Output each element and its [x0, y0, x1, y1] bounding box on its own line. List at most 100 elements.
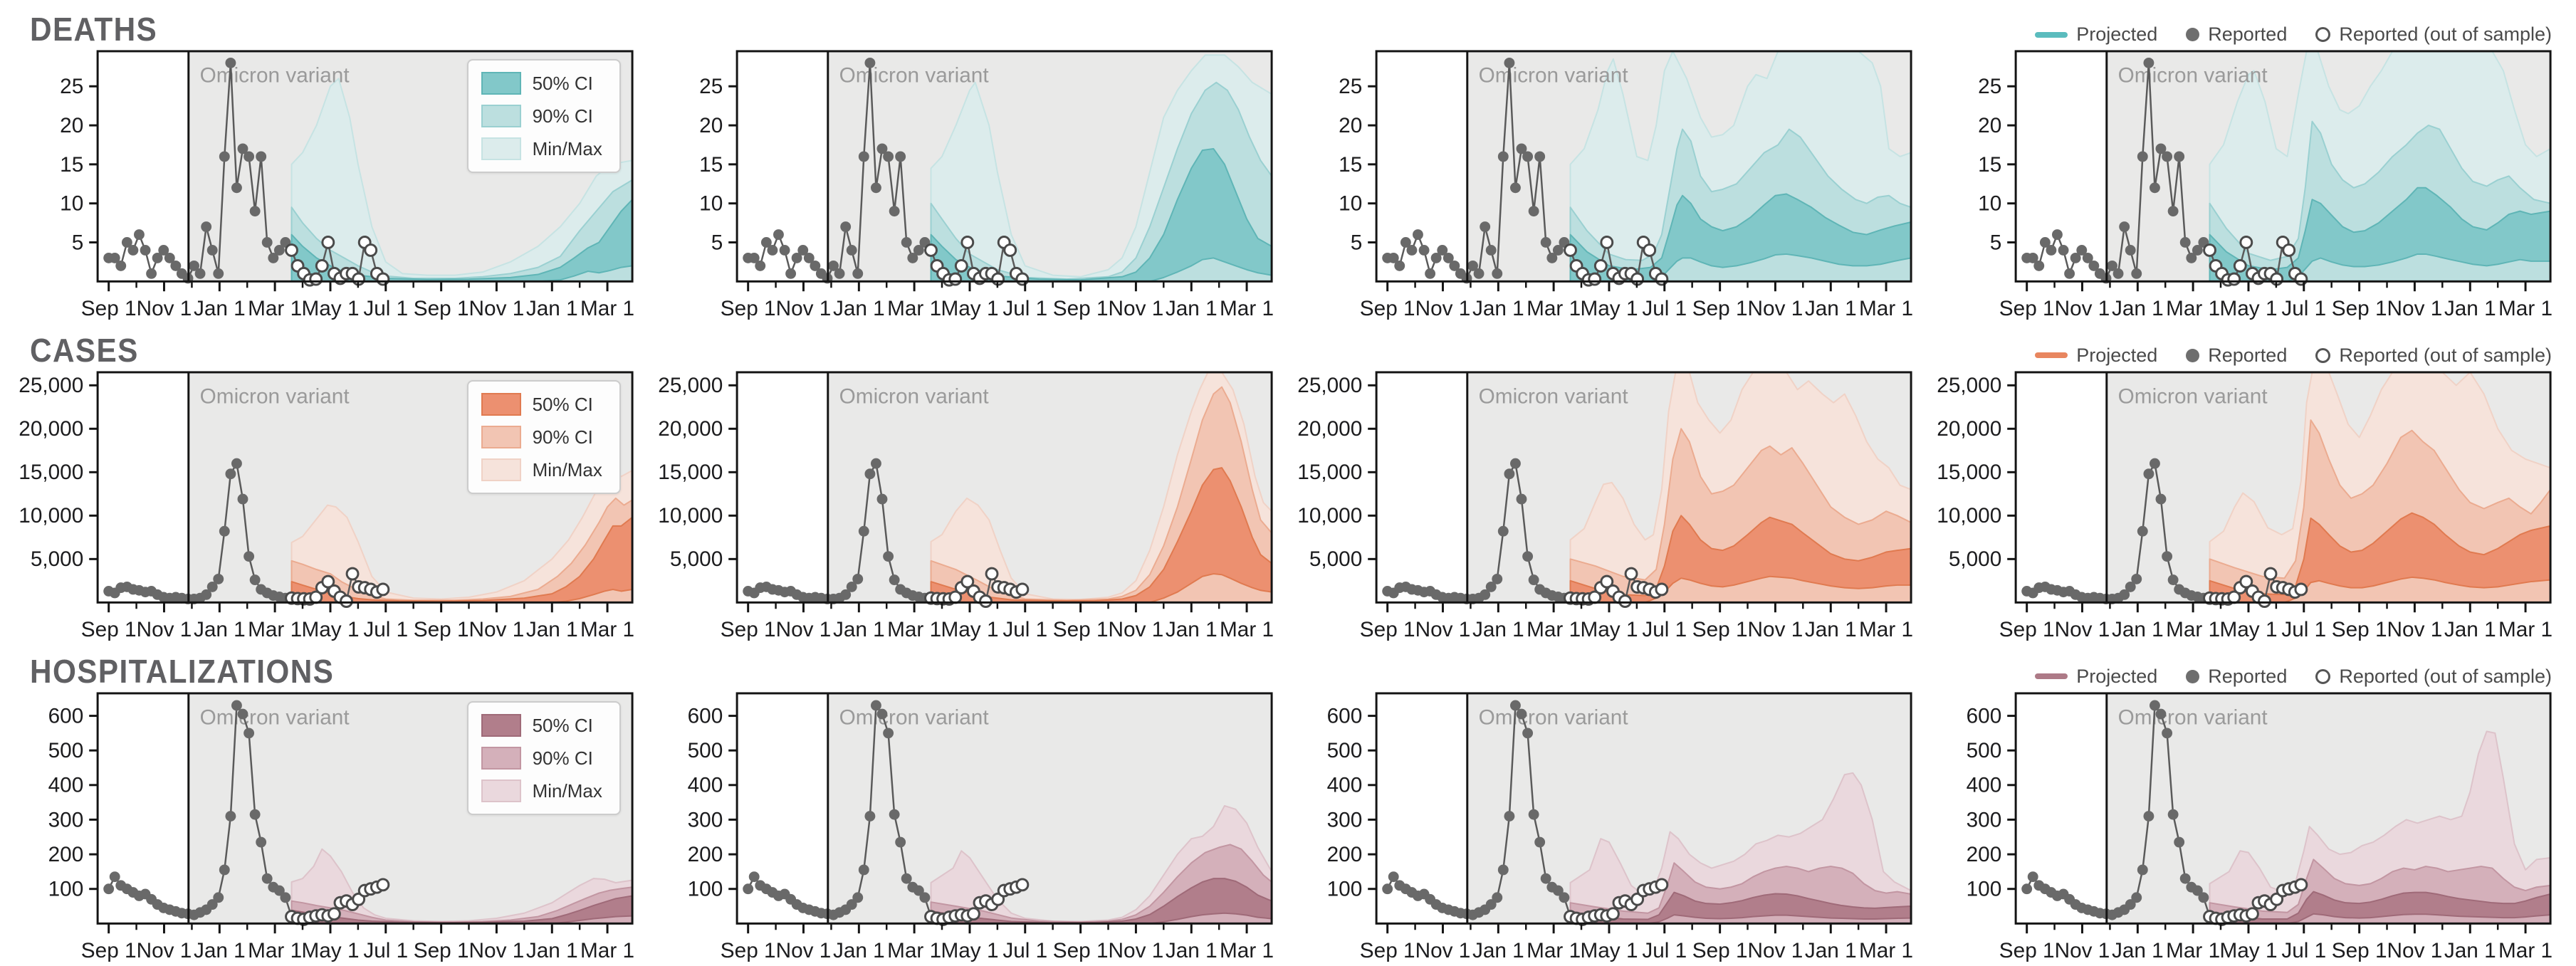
charts-grid-hospitalizations: Omicron variant Sep 1 Nov 1 Jan 1 Mar 1 May 1…	[0, 688, 2576, 965]
y-tick-label: 15	[1339, 153, 1362, 177]
y-tick-label: 500	[48, 739, 84, 762]
y-tick-label: 10,000	[1297, 504, 1362, 527]
reported-point	[231, 182, 242, 194]
out-of-sample-dot-icon	[2315, 347, 2331, 363]
reported-point	[871, 700, 881, 711]
x-tick-label: Mar 1	[2166, 618, 2220, 641]
ci90-swatch-icon	[481, 105, 521, 128]
x-tick-label: Nov 1	[1415, 297, 1471, 320]
chart-cases-scenario-1: Omicron variant Sep 1 Nov 1 Jan 1 Mar 1 May 1…	[19, 367, 639, 644]
reported-dot-icon	[2186, 28, 2200, 41]
omicron-label: Omicron variant	[839, 705, 990, 729]
x-tick-label: Jan 1	[2444, 297, 2496, 320]
row-legend-hospitalizations: Projected Reported Reported (out of samp…	[2035, 666, 2555, 688]
x-tick-label: Nov 1	[137, 297, 192, 320]
x-tick-label: Jan 1	[1166, 297, 1218, 320]
y-tick-label: 400	[1327, 773, 1363, 797]
x-tick-label: Jan 1	[2444, 939, 2496, 962]
x-tick-label: Sep 1	[1999, 297, 2055, 320]
x-tick-label: Jan 1	[526, 939, 578, 962]
y-tick-label: 5,000	[1309, 547, 1362, 571]
x-tick-label: Nov 1	[776, 297, 832, 320]
plot-border	[735, 50, 1273, 283]
x-tick-label: Jul 1	[2281, 618, 2326, 641]
x-tick-label: Jan 1	[526, 297, 578, 320]
legend-reported: Reported	[2186, 23, 2287, 46]
x-tick-label: Jan 1	[1472, 297, 1524, 320]
reported-point	[189, 260, 199, 271]
reported-point	[115, 260, 127, 271]
reported-point	[2125, 245, 2136, 256]
reported-point	[219, 151, 230, 162]
reported-point	[858, 151, 869, 162]
reported-point	[748, 871, 760, 882]
reported-point	[194, 268, 206, 279]
y-tick-label: 10,000	[1937, 504, 2001, 527]
y-tick-label: 600	[688, 704, 723, 728]
y-tick-label: 500	[1327, 739, 1363, 762]
out-of-sample-point	[2246, 907, 2259, 920]
reported-point	[1528, 206, 1539, 217]
reported-point	[237, 143, 248, 154]
reported-point	[244, 728, 255, 739]
omicron-label: Omicron variant	[1479, 64, 1629, 88]
out-of-sample-point	[1655, 582, 1669, 597]
x-tick-label: Sep 1	[721, 618, 776, 641]
x-tick-label: Sep 1	[81, 297, 137, 320]
x-tick-label: May 1	[1580, 297, 1638, 320]
reported-dot-icon	[2186, 669, 2200, 683]
reported-point	[1382, 883, 1393, 894]
x-tick-label: Mar 1	[1220, 297, 1274, 320]
reported-point	[1497, 864, 1509, 876]
projected-line-icon	[2035, 352, 2068, 359]
x-tick-label: Sep 1	[721, 939, 776, 962]
y-tick-label: 200	[48, 843, 84, 866]
out-of-sample-point	[2294, 582, 2308, 597]
chart-cases-scenario-2: Omicron variant Sep 1 Nov 1 Jan 1 Mar 1 May 1…	[658, 367, 1279, 644]
row-legend-deaths: Projected Reported Reported (out of samp…	[2035, 23, 2555, 46]
x-tick-label: Jan 1	[2112, 618, 2164, 641]
minmax-swatch-icon	[481, 137, 521, 161]
y-tick-label: 400	[1967, 773, 2002, 797]
x-tick-label: Mar 1	[1859, 939, 1913, 962]
reported-point	[2131, 892, 2142, 903]
y-tick-label: 20	[699, 114, 723, 137]
out-of-sample-point	[1015, 272, 1030, 286]
reported-point	[834, 268, 845, 279]
plot-border	[1375, 371, 1912, 604]
x-tick-label: May 1	[941, 297, 998, 320]
x-tick-label: Mar 1	[248, 297, 302, 320]
reported-point	[883, 728, 894, 739]
x-tick-label: Mar 1	[887, 297, 941, 320]
chart-hospitalizations-scenario-4: Omicron variant Sep 1 Nov 1 Jan 1 Mar 1 May 1…	[1937, 688, 2557, 965]
y-tick-label: 10	[60, 192, 83, 216]
plot-border	[735, 371, 1273, 604]
reported-point	[225, 810, 236, 821]
ci-legend-item-ci50: 50% CI	[481, 714, 602, 737]
row-title-deaths: DEATHS	[30, 11, 158, 48]
y-tick-label: 15,000	[1297, 461, 1362, 484]
reported-point	[201, 589, 212, 600]
reported-point	[2162, 728, 2173, 739]
reported-point	[1467, 260, 1478, 271]
y-tick-label: 10	[1339, 192, 1362, 216]
reported-point	[2143, 57, 2154, 68]
ci-legend: 50% CI 90% CI Min/Max	[466, 59, 621, 174]
reported-point	[1516, 708, 1527, 720]
ci-legend-label: 50% CI	[532, 393, 593, 415]
x-tick-label: Nov 1	[776, 618, 832, 641]
row-cases: CASES Projected Reported Reported (out o…	[0, 324, 2576, 644]
ci50-swatch-icon	[481, 393, 521, 416]
reported-point	[237, 493, 248, 505]
x-tick-label: Sep 1	[1360, 618, 1415, 641]
omicron-label: Omicron variant	[839, 64, 990, 88]
x-tick-label: Mar 1	[2166, 939, 2220, 962]
chart-hospitalizations-scenario-2: Omicron variant Sep 1 Nov 1 Jan 1 Mar 1 May 1…	[658, 688, 1279, 965]
y-tick-label: 10,000	[19, 504, 83, 527]
x-tick-label: May 1	[301, 618, 359, 641]
reported-point	[1443, 252, 1454, 263]
